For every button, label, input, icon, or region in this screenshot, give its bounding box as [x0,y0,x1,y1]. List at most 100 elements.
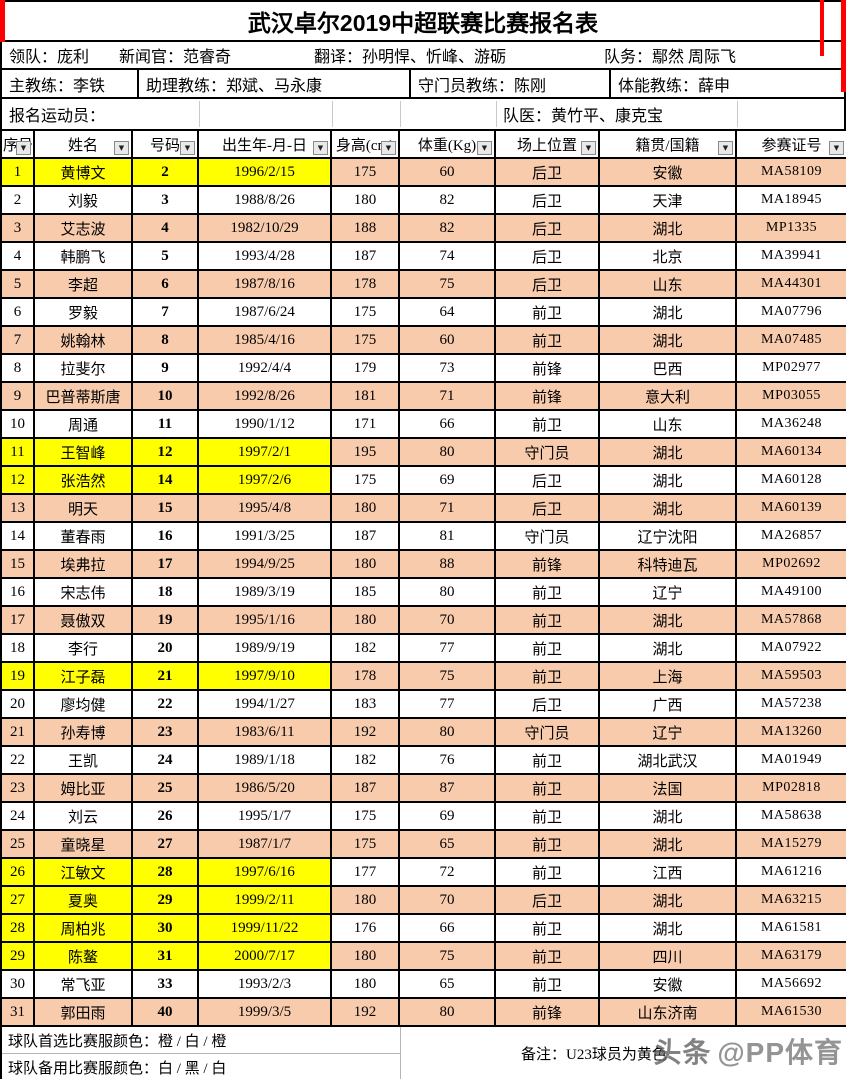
cell-weight[interactable]: 88 [398,549,496,579]
cell-position[interactable]: 前卫 [494,913,600,943]
cell-number[interactable]: 2 [131,157,199,187]
cell-name[interactable]: 韩鹏飞 [33,241,133,271]
cell-origin[interactable]: 天津 [598,185,737,215]
cell-dob[interactable]: 1993/4/28 [197,241,332,271]
cell-weight[interactable]: 82 [398,213,496,243]
cell-height[interactable]: 180 [330,885,400,915]
cell-no[interactable]: 6 [0,297,35,327]
cell-no[interactable]: 7 [0,325,35,355]
cell-number[interactable]: 21 [131,661,199,691]
cell-position[interactable]: 前卫 [494,969,600,999]
cell-weight[interactable]: 87 [398,773,496,803]
cell-weight[interactable]: 69 [398,801,496,831]
cell-name[interactable]: 巴普蒂斯唐 [33,381,133,411]
cell-height[interactable]: 180 [330,493,400,523]
cell-position[interactable]: 前卫 [494,857,600,887]
cell-number[interactable]: 40 [131,997,199,1027]
cell-number[interactable]: 26 [131,801,199,831]
cell-height[interactable]: 185 [330,577,400,607]
cell-weight[interactable]: 71 [398,381,496,411]
cell-dob[interactable]: 1989/9/19 [197,633,332,663]
cell-cert[interactable]: MA15279 [735,829,846,859]
filter-dropdown-icon[interactable]: ▼ [114,141,129,155]
cell-dob[interactable]: 1995/1/16 [197,605,332,635]
cell-position[interactable]: 前卫 [494,325,600,355]
cell-origin[interactable]: 湖北 [598,437,737,467]
cell-cert[interactable]: MA36248 [735,409,846,439]
cell-position[interactable]: 前锋 [494,381,600,411]
cell-cert[interactable]: MA63215 [735,885,846,915]
cell-height[interactable]: 195 [330,437,400,467]
cell-cert[interactable]: MA57238 [735,689,846,719]
cell-weight[interactable]: 69 [398,465,496,495]
cell-name[interactable]: 陈鳌 [33,941,133,971]
cell-no[interactable]: 31 [0,997,35,1027]
cell-name[interactable]: 姆比亚 [33,773,133,803]
cell-dob[interactable]: 1991/3/25 [197,521,332,551]
cell-no[interactable]: 24 [0,801,35,831]
cell-weight[interactable]: 80 [398,437,496,467]
cell-no[interactable]: 9 [0,381,35,411]
cell-origin[interactable]: 科特迪瓦 [598,549,737,579]
cell-cert[interactable]: MA44301 [735,269,846,299]
cell-dob[interactable]: 1997/2/6 [197,465,332,495]
cell-name[interactable]: 江敏文 [33,857,133,887]
cell-name[interactable]: 明天 [33,493,133,523]
cell-name[interactable]: 宋志伟 [33,577,133,607]
cell-number[interactable]: 31 [131,941,199,971]
cell-position[interactable]: 前卫 [494,829,600,859]
cell-number[interactable]: 33 [131,969,199,999]
cell-cert[interactable]: MP1335 [735,213,846,243]
cell-number[interactable]: 23 [131,717,199,747]
cell-origin[interactable]: 广西 [598,689,737,719]
cell-cert[interactable]: MA56692 [735,969,846,999]
cell-name[interactable]: 童晓星 [33,829,133,859]
cell-cert[interactable]: MA49100 [735,577,846,607]
cell-weight[interactable]: 66 [398,409,496,439]
cell-cert[interactable]: MA13260 [735,717,846,747]
col-header-cert[interactable]: 参赛证号 ▼ [735,129,846,159]
cell-dob[interactable]: 1989/3/19 [197,577,332,607]
cell-name[interactable]: 夏奥 [33,885,133,915]
cell-height[interactable]: 183 [330,689,400,719]
cell-no[interactable]: 30 [0,969,35,999]
cell-origin[interactable]: 辽宁 [598,577,737,607]
cell-position[interactable]: 守门员 [494,717,600,747]
cell-cert[interactable]: MA60139 [735,493,846,523]
cell-dob[interactable]: 1994/9/25 [197,549,332,579]
filter-dropdown-icon[interactable]: ▼ [180,141,195,155]
cell-number[interactable]: 16 [131,521,199,551]
cell-height[interactable]: 171 [330,409,400,439]
col-header-height[interactable]: 身高(cm) ▼ [330,129,400,159]
filter-dropdown-icon[interactable]: ▼ [16,141,31,155]
cell-position[interactable]: 守门员 [494,521,600,551]
col-header-weight[interactable]: 体重(Kg) ▼ [398,129,496,159]
cell-number[interactable]: 27 [131,829,199,859]
cell-origin[interactable]: 法国 [598,773,737,803]
cell-origin[interactable]: 湖北 [598,913,737,943]
cell-cert[interactable]: MA39941 [735,241,846,271]
cell-position[interactable]: 后卫 [494,185,600,215]
cell-weight[interactable]: 77 [398,633,496,663]
cell-origin[interactable]: 辽宁沈阳 [598,521,737,551]
cell-cert[interactable]: MA61581 [735,913,846,943]
cell-dob[interactable]: 1997/6/16 [197,857,332,887]
cell-cert[interactable]: MP02818 [735,773,846,803]
cell-no[interactable]: 3 [0,213,35,243]
cell-name[interactable]: 罗毅 [33,297,133,327]
cell-name[interactable]: 常飞亚 [33,969,133,999]
cell-dob[interactable]: 1987/8/16 [197,269,332,299]
cell-height[interactable]: 180 [330,969,400,999]
cell-height[interactable]: 182 [330,633,400,663]
cell-height[interactable]: 178 [330,661,400,691]
cell-dob[interactable]: 1985/4/16 [197,325,332,355]
cell-dob[interactable]: 2000/7/17 [197,941,332,971]
cell-height[interactable]: 192 [330,997,400,1027]
cell-number[interactable]: 14 [131,465,199,495]
cell-name[interactable]: 艾志波 [33,213,133,243]
cell-height[interactable]: 181 [330,381,400,411]
cell-dob[interactable]: 1999/2/11 [197,885,332,915]
cell-no[interactable]: 27 [0,885,35,915]
cell-name[interactable]: 黄博文 [33,157,133,187]
cell-dob[interactable]: 1999/11/22 [197,913,332,943]
